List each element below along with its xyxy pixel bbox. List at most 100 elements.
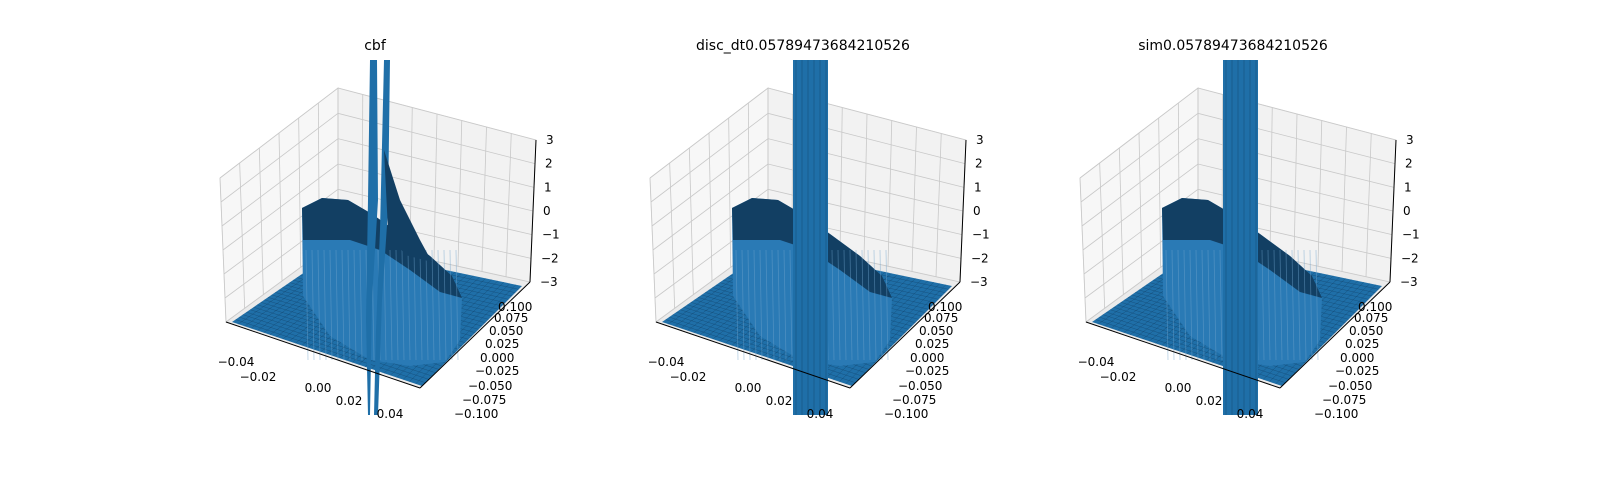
x-gridline <box>728 117 732 268</box>
surface-streak <box>789 249 793 361</box>
z-tick-label: 3 <box>976 133 984 147</box>
x-gridline <box>278 132 283 282</box>
x-gridline <box>239 162 246 309</box>
y-gridline <box>505 133 512 277</box>
surface-streak <box>1285 249 1289 361</box>
surface-streak <box>741 249 745 361</box>
x-tick-label: −0.04 <box>648 355 685 369</box>
y-tick-label: −0.100 <box>454 407 498 421</box>
surface-streak <box>1219 249 1223 361</box>
z-tick-label: −3 <box>970 275 988 289</box>
surface-streak <box>413 249 417 361</box>
x-gridline <box>219 177 227 323</box>
y-axis-line <box>1279 281 1391 389</box>
z-tick-label: 1 <box>1404 180 1412 194</box>
y-tick-label: −0.050 <box>898 379 942 393</box>
y-tick-label: −0.025 <box>905 364 949 378</box>
surface-streak <box>1303 249 1307 361</box>
y-tick-label: −0.075 <box>462 393 506 407</box>
surface-streak <box>323 249 327 361</box>
surface-streak <box>353 249 357 361</box>
y-gridline <box>1317 120 1323 267</box>
subplot-title: sim0.05789473684210526 <box>1138 38 1328 54</box>
z-tick-label: −2 <box>971 251 989 265</box>
x-tick-label: 0.04 <box>377 407 404 421</box>
surface-streak <box>753 249 757 361</box>
surface-streak <box>347 249 351 361</box>
subplot-3: −0.04−0.02 0.00 0.02 0.04 −0.100−0.075−0.050… <box>1078 38 1420 421</box>
subplot-title: cbf <box>364 38 387 54</box>
surface-streak <box>341 249 345 361</box>
x-tick-label: 0.00 <box>305 381 332 395</box>
x-gridline <box>649 177 657 323</box>
surface-mesh <box>1275 284 1377 385</box>
x-gridline <box>1099 162 1106 309</box>
surface-streak <box>843 249 847 361</box>
surface-streak <box>1279 249 1283 361</box>
y-tick-label: −0.050 <box>1328 379 1372 393</box>
surface-streak <box>419 249 423 361</box>
surface-streak <box>1165 249 1169 361</box>
surface-streak <box>455 249 459 361</box>
x-tick-label: −0.02 <box>670 370 707 384</box>
surface-streak <box>443 249 447 361</box>
x-tick-label: −0.04 <box>1078 355 1115 369</box>
y-tick-label: 0.050 <box>919 324 953 338</box>
surface-streak <box>735 249 739 361</box>
z-tick-label: −3 <box>540 275 558 289</box>
surface-streak <box>1183 249 1187 361</box>
x-tick-label: 0.00 <box>735 381 762 395</box>
x-gridline <box>298 117 302 268</box>
z-tick-label: −1 <box>972 228 990 242</box>
surface-streak <box>335 249 339 361</box>
surface-streak <box>777 249 781 361</box>
subplot-2: −0.04−0.02 0.00 0.02 0.04 −0.100−0.075−0.050… <box>648 38 990 421</box>
x-gridline <box>708 132 713 282</box>
x-axis-line <box>225 321 421 389</box>
surface-streak <box>849 249 853 361</box>
x-gridline <box>1118 147 1124 295</box>
x-gridline <box>1158 117 1162 268</box>
surface-streak <box>1315 249 1319 361</box>
surface-streak <box>359 249 363 361</box>
y-tick-label: 0.025 <box>485 337 519 351</box>
y-gridline <box>863 113 868 262</box>
surface-streak <box>1213 249 1217 361</box>
surface-spike <box>366 60 390 415</box>
z-tick-label: 3 <box>1406 133 1414 147</box>
surface-spike <box>793 60 828 415</box>
x-gridline <box>1138 132 1143 282</box>
surface-streak <box>873 249 877 361</box>
x-tick-label: 0.00 <box>1165 381 1192 395</box>
y-tick-label: 0.100 <box>928 300 962 314</box>
y-tick-label: 0.000 <box>480 351 514 365</box>
surface-streak <box>831 249 835 361</box>
y-gridline <box>1365 133 1372 277</box>
y-axis-line <box>419 281 531 389</box>
surface-spike <box>1223 60 1258 415</box>
x-axis-line <box>1085 321 1281 389</box>
x-tick-label: 0.04 <box>807 407 834 421</box>
surface-streak <box>395 249 399 361</box>
subplot-title: disc_dt0.05789473684210526 <box>696 38 910 54</box>
y-tick-label: 0.100 <box>1358 300 1392 314</box>
y-tick-label: 0.050 <box>489 324 523 338</box>
y-tick-label: −0.100 <box>1314 407 1358 421</box>
x-axis-line <box>655 321 851 389</box>
surface-streak <box>759 249 763 361</box>
surface-mesh <box>415 284 517 385</box>
surface-streak <box>879 249 883 361</box>
x-gridline <box>688 147 694 295</box>
y-gridline <box>911 126 917 272</box>
y-gridline <box>457 120 463 267</box>
z-tick-label: −2 <box>541 251 559 265</box>
x-tick-label: 0.02 <box>1196 394 1223 408</box>
x-tick-label: 0.02 <box>766 394 793 408</box>
surface-streak <box>1291 249 1295 361</box>
x-tick-label: 0.04 <box>1237 407 1264 421</box>
x-tick-label: −0.02 <box>240 370 277 384</box>
x-gridline <box>1079 177 1087 323</box>
z-axis-line <box>1389 139 1397 283</box>
y-tick-label: −0.100 <box>884 407 928 421</box>
